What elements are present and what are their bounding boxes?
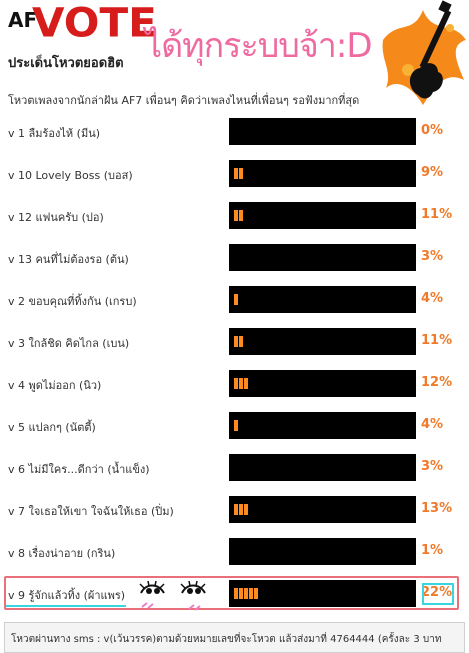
vote-bar [229,118,416,145]
option-label: v 13 คนที่ไม่ต้องรอ (ต้น) [8,253,129,266]
vote-bar [229,538,416,565]
poll-option-row[interactable]: v 8 เรื่องน่าอาย (กริน) 1% [0,530,469,572]
eyes-doodle-icon [139,580,165,609]
option-label: v 12 แฟนครับ (ปอ) [8,211,104,224]
vote-bar [229,244,416,271]
poll-option-row[interactable]: v 5 แปลกๆ (นัตตี้) 4% [0,404,469,446]
highlight-percent-box [422,583,454,605]
vote-bar-fill [234,210,244,221]
option-label: v 8 เรื่องน่าอาย (กริน) [8,547,116,560]
vote-bar-fill [234,168,244,179]
vote-bar-fill [234,294,239,305]
section-title: ประเด็นโหวตยอดฮิต [8,56,124,71]
vote-percent: 13% [421,501,453,516]
poll-option-row[interactable]: v 3 ใกล้ชิด คิดไกล (เบน) 11% [0,320,469,362]
option-label: v 9 รู้จักแล้วทิ้ง (ผ้าแพร) [8,589,126,602]
vote-bar-fill [234,420,239,431]
vote-percent: 9% [421,165,444,180]
option-label: v 6 ไม่มีใคร...ดีกว่า (น้ำแข็ง) [8,463,150,476]
highlight-frame [4,576,459,610]
vote-bar [229,454,416,481]
footer: โหวตผ่านทาง sms : v(เว้นวรรค)ตามด้วยหมาย… [4,622,465,653]
poll-option-row[interactable]: v 2 ขอบคุณที่ทิ้งกัน (เกรบ) 4% [0,278,469,320]
option-label: v 2 ขอบคุณที่ทิ้งกัน (เกรบ) [8,295,137,308]
vote-percent: 11% [421,207,453,222]
highlight-underline [6,605,126,607]
vote-bar-fill [234,588,259,599]
logo-vote: VOTE [32,0,157,46]
vote-percent: 1% [421,543,444,558]
vote-bar [229,412,416,439]
poll-option-row[interactable]: v 4 พูดไม่ออก (นิว) 12% [0,362,469,404]
vote-percent: 4% [421,417,444,432]
poll-option-row[interactable]: v 12 แฟนครับ (ปอ) 11% [0,194,469,236]
poll-option-row[interactable]: v 6 ไม่มีใคร...ดีกว่า (น้ำแข็ง) 3% [0,446,469,488]
guitar-splash-icon [382,0,466,105]
vote-bar [229,286,416,313]
poll-description: โหวตเพลงจากนักล่าฝัน AF7 เพื่อนๆ คิดว่าเ… [8,94,360,107]
footer-text: โหวตผ่านทาง sms : v(เว้นวรรค)ตามด้วยหมาย… [11,634,442,645]
tagline: ได้ทุกระบบจ้า:D [145,26,373,66]
vote-bar [229,328,416,355]
vote-bar [229,496,416,523]
option-label: v 1 ลืมร้องไห้ (มีน) [8,127,101,140]
vote-percent: 4% [421,291,444,306]
poll-option-row[interactable]: v 1 ลืมร้องไห้ (มีน) 0% [0,110,469,152]
poll-option-row[interactable]: v 9 รู้จักแล้วทิ้ง (ผ้าแพร) 22% [0,572,469,614]
vote-bar [229,580,416,607]
vote-percent: 3% [421,249,444,264]
vote-bar-fill [234,336,244,347]
vote-bar [229,370,416,397]
eyes-doodle-icon [180,580,206,611]
vote-percent: 11% [421,333,453,348]
option-label: v 10 Lovely Boss (บอส) [8,169,133,182]
poll-option-row[interactable]: v 13 คนที่ไม่ต้องรอ (ต้น) 3% [0,236,469,278]
vote-bar [229,160,416,187]
vote-percent: 0% [421,123,444,138]
vote-percent: 22% [421,585,453,600]
vote-percent: 12% [421,375,453,390]
option-label: v 4 พูดไม่ออก (นิว) [8,379,102,392]
vote-bar-fill [234,378,249,389]
option-label: v 7 ใจเธอให้เขา ใจฉันให้เธอ (ปิ่ม) [8,505,174,518]
poll-option-row[interactable]: v 10 Lovely Boss (บอส) 9% [0,152,469,194]
vote-percent: 3% [421,459,444,474]
option-label: v 5 แปลกๆ (นัตตี้) [8,421,96,434]
logo-af: AF [8,8,38,32]
header: AF VOTE ได้ทุกระบบจ้า:D ประเด็นโหวตยอดฮิ… [0,0,469,110]
vote-bar-fill [234,504,249,515]
option-label: v 3 ใกล้ชิด คิดไกล (เบน) [8,337,130,350]
vote-bar [229,202,416,229]
poll-option-row[interactable]: v 7 ใจเธอให้เขา ใจฉันให้เธอ (ปิ่ม) 13% [0,488,469,530]
